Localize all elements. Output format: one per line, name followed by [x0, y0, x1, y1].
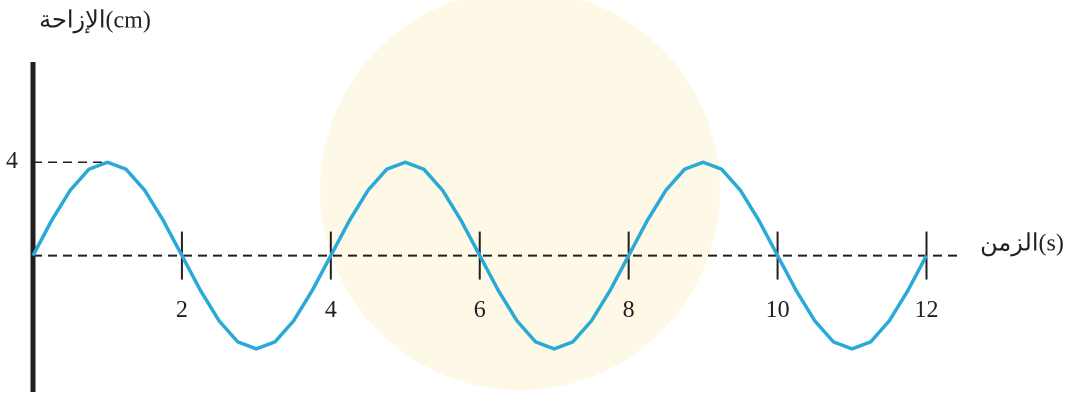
- x-tick-label: 6: [474, 297, 486, 323]
- y-axis-label: الإزاحة(cm): [39, 8, 151, 34]
- x-tick-label: 10: [766, 297, 790, 323]
- x-tick-label: 12: [914, 297, 938, 323]
- x-axis-label: الزمن(s): [980, 231, 1064, 257]
- y-tick-label: 4: [6, 148, 18, 174]
- x-tick-label: 2: [176, 297, 188, 323]
- watermark: [320, 0, 720, 390]
- x-tick-label: 4: [325, 297, 337, 323]
- x-tick-label: 8: [623, 297, 635, 323]
- chart: الإزاحة(cm) الزمن(s) 4 2 4 6 8 10 12: [0, 0, 1080, 394]
